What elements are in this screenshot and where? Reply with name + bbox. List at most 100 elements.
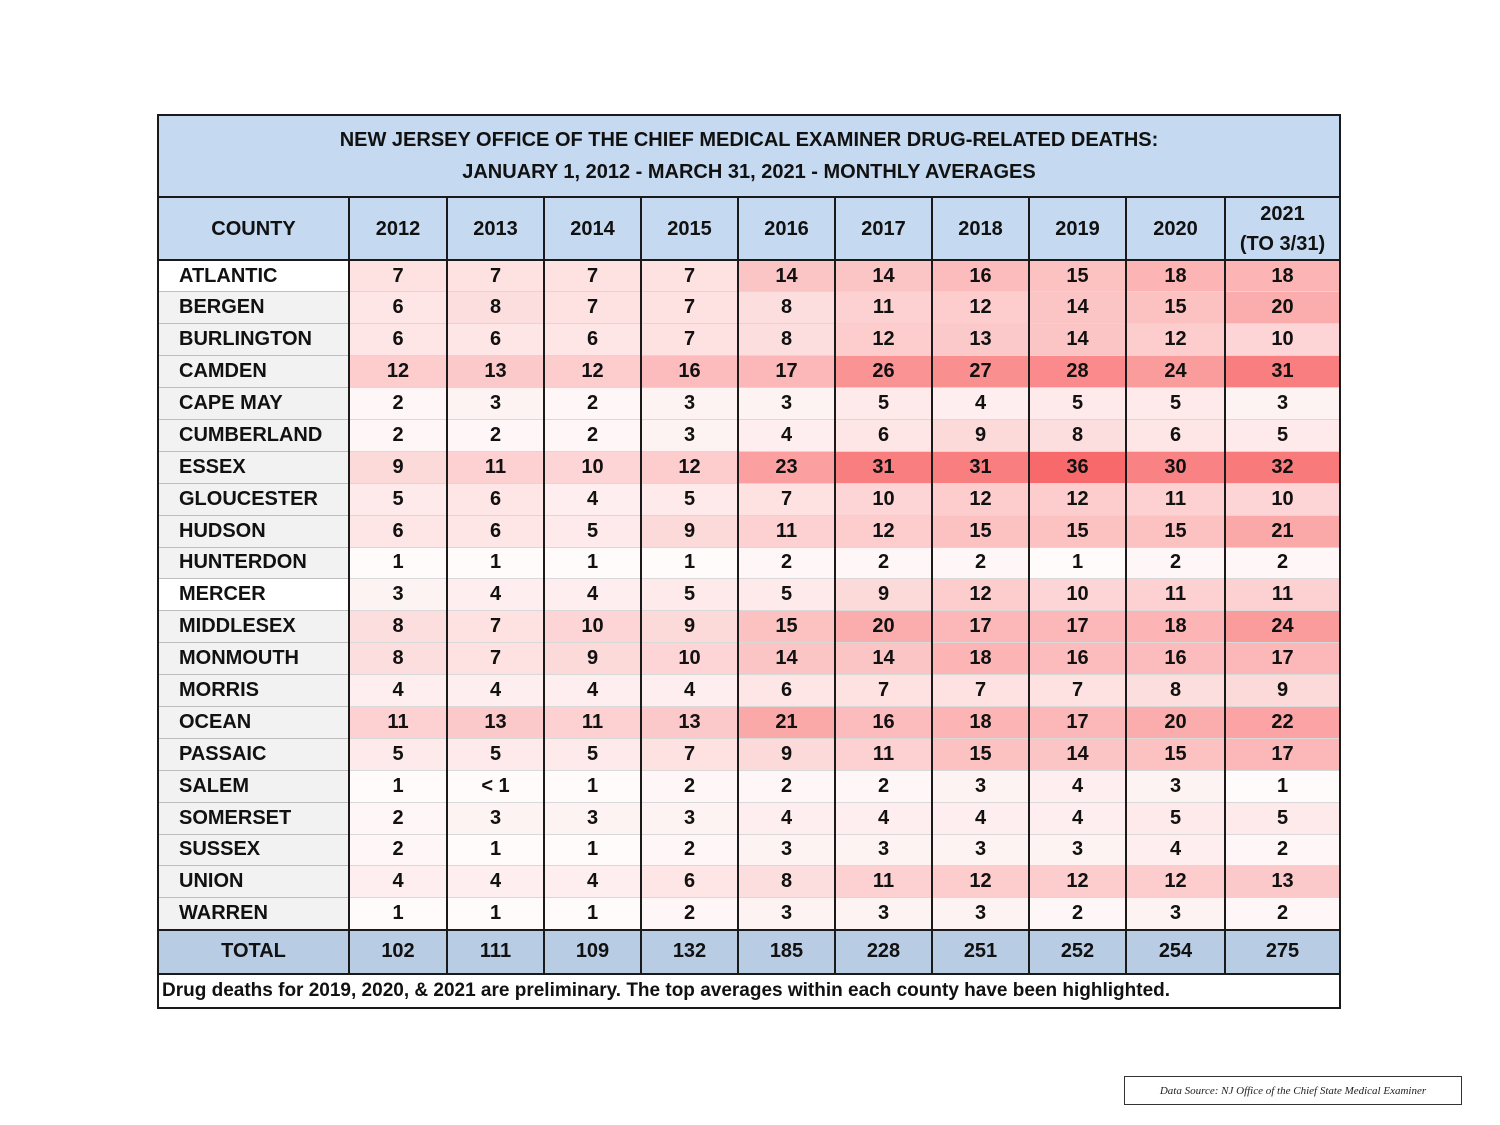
- value-cell: 17: [1029, 706, 1127, 739]
- value-cell: 4: [544, 578, 642, 612]
- year-header-label: 2012: [375, 217, 421, 240]
- value-cell: 2: [1225, 547, 1339, 580]
- value-cell: 15: [932, 738, 1030, 771]
- value-cell: 31: [835, 451, 933, 484]
- value-cell: 11: [349, 706, 448, 739]
- value-cell: 18: [1225, 260, 1339, 293]
- value-cell: 1: [544, 897, 642, 931]
- value-cell: 2: [1126, 547, 1226, 580]
- value-cell: 2: [349, 834, 448, 867]
- value-cell: 7: [544, 260, 642, 293]
- value-cell: 15: [1126, 291, 1226, 325]
- value-cell: 31: [932, 451, 1030, 484]
- value-cell: 6: [641, 865, 739, 899]
- year-header: 2015: [641, 198, 739, 261]
- value-cell: 18: [1126, 260, 1226, 293]
- value-cell: 3: [1225, 387, 1339, 420]
- value-cell: 17: [1225, 642, 1339, 676]
- value-cell: 5: [544, 515, 642, 548]
- value-cell: 11: [738, 515, 836, 548]
- value-cell: 6: [349, 323, 448, 357]
- value-cell: 12: [835, 323, 933, 357]
- value-cell: 14: [835, 642, 933, 676]
- county-name: SUSSEX: [159, 834, 350, 867]
- value-cell: 12: [835, 515, 933, 548]
- value-cell: 27: [932, 355, 1030, 389]
- value-cell: 2: [544, 419, 642, 452]
- value-cell: 5: [447, 738, 545, 771]
- value-cell: 21: [1225, 515, 1339, 548]
- value-cell: 3: [447, 387, 545, 420]
- year-header: 2016: [738, 198, 836, 261]
- value-cell: 4: [447, 578, 545, 612]
- table-title-block: NEW JERSEY OFFICE OF THE CHIEF MEDICAL E…: [159, 116, 1339, 198]
- value-cell: 7: [447, 610, 545, 644]
- value-cell: 15: [1029, 260, 1127, 293]
- value-cell: 4: [544, 483, 642, 516]
- year-header-label: 2017: [861, 217, 906, 240]
- value-cell: 10: [544, 610, 642, 644]
- value-cell: 4: [1126, 834, 1226, 867]
- value-cell: 10: [641, 642, 739, 676]
- value-cell: 13: [447, 355, 545, 389]
- table-row: SOMERSET 2 3 3 3 4 4 4 4 5 5: [159, 802, 1339, 835]
- total-value-cell: 275: [1225, 929, 1339, 975]
- value-cell: 24: [1225, 610, 1339, 644]
- value-cell: 9: [544, 642, 642, 676]
- value-cell: 3: [738, 387, 836, 420]
- value-cell: 7: [447, 260, 545, 293]
- county-name: CUMBERLAND: [159, 419, 350, 452]
- value-cell: 2: [447, 419, 545, 452]
- value-cell: 9: [349, 451, 448, 484]
- value-cell: 9: [738, 738, 836, 771]
- table-row: SUSSEX 2 1 1 2 3 3 3 3 4 2: [159, 834, 1339, 867]
- value-cell: 9: [932, 419, 1030, 452]
- value-cell: 2: [1225, 834, 1339, 867]
- value-cell: 8: [1029, 419, 1127, 452]
- county-name: CAPE MAY: [159, 387, 350, 420]
- value-cell: 4: [1029, 770, 1127, 803]
- value-cell: 5: [1225, 802, 1339, 835]
- table-row: HUDSON 6 6 5 9 11 12 15 15 15 21: [159, 515, 1339, 548]
- value-cell: 3: [738, 834, 836, 867]
- value-cell: 11: [1126, 578, 1226, 612]
- value-cell: 5: [544, 738, 642, 771]
- year-header-sublabel: (TO 3/31): [1239, 232, 1326, 255]
- value-cell: 8: [1126, 674, 1226, 707]
- value-cell: 5: [1126, 387, 1226, 420]
- value-cell: 7: [349, 260, 448, 293]
- value-cell: 12: [1029, 865, 1127, 899]
- value-cell: 23: [738, 451, 836, 484]
- county-name: PASSAIC: [159, 738, 350, 771]
- value-cell: 17: [1029, 610, 1127, 644]
- value-cell: 7: [641, 260, 739, 293]
- value-cell: 18: [932, 706, 1030, 739]
- value-cell: 3: [1126, 897, 1226, 931]
- value-cell: 32: [1225, 451, 1339, 484]
- total-label: TOTAL: [159, 929, 350, 975]
- value-cell: 18: [1126, 610, 1226, 644]
- value-cell: 3: [1029, 834, 1127, 867]
- county-name: HUNTERDON: [159, 547, 350, 580]
- value-cell: 13: [447, 706, 545, 739]
- value-cell: 7: [738, 483, 836, 516]
- value-cell: 3: [738, 897, 836, 931]
- value-cell: 3: [641, 419, 739, 452]
- value-cell: 10: [544, 451, 642, 484]
- table-row: MONMOUTH 8 7 9 10 14 14 18 16 16 17: [159, 642, 1339, 676]
- value-cell: 11: [1225, 578, 1339, 612]
- table-row: GLOUCESTER 5 6 4 5 7 10 12 12 11 10: [159, 483, 1339, 516]
- value-cell: 2: [835, 770, 933, 803]
- year-header-label: 2016: [764, 217, 809, 240]
- value-cell: 4: [641, 674, 739, 707]
- value-cell: 5: [738, 578, 836, 612]
- value-cell: 6: [349, 515, 448, 548]
- value-cell: 8: [447, 291, 545, 325]
- value-cell: 11: [835, 738, 933, 771]
- value-cell: 3: [932, 897, 1030, 931]
- total-value-cell: 109: [544, 929, 642, 975]
- drug-deaths-table: NEW JERSEY OFFICE OF THE CHIEF MEDICAL E…: [157, 114, 1341, 1009]
- value-cell: 1: [447, 547, 545, 580]
- total-value-cell: 252: [1029, 929, 1127, 975]
- total-row: TOTAL 102 111 109 132 185 228 251 252 254 275: [159, 929, 1339, 975]
